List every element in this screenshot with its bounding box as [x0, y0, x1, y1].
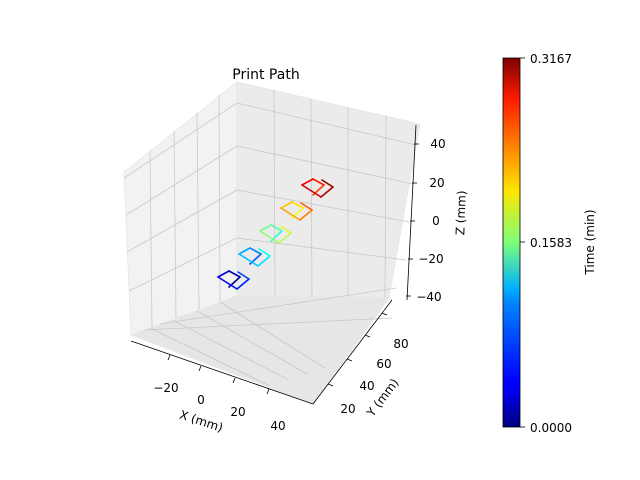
path-segment [301, 184, 322, 198]
path-segment [249, 247, 262, 255]
z-tick-label: 40 [430, 137, 445, 151]
tick-marks [167, 143, 419, 395]
path-segment [217, 276, 238, 290]
path-segment [299, 209, 313, 221]
floor-pane [129, 295, 390, 405]
path-segment [236, 278, 250, 290]
x-axis-line [130, 340, 314, 405]
z-tick-label: −20 [418, 252, 443, 266]
path-segment [301, 178, 314, 186]
y-tick-label: 60 [376, 357, 391, 371]
z-tick-label: −40 [416, 290, 441, 304]
x-tick-labels: −20 0 20 40 [153, 381, 285, 433]
path-segment [321, 179, 334, 188]
path-segment [259, 224, 272, 232]
grid-lines [123, 89, 417, 387]
y-tick-label: 20 [340, 402, 355, 416]
colorbar-label: Time (min) [583, 209, 597, 275]
z-tick-label: 20 [429, 176, 444, 190]
path-segment [259, 230, 280, 244]
path-segment [238, 253, 259, 267]
z-axis-line [406, 124, 417, 301]
print-path [217, 178, 334, 290]
colorbar: 0.3167 0.1583 0.0000 Time (min) [502, 52, 597, 435]
colorbar-tick-label: 0.1583 [530, 236, 572, 250]
x-tick-label: 0 [197, 393, 205, 407]
colorbar-tick-label: 0.3167 [530, 52, 572, 66]
chart-title: Print Path [232, 67, 299, 83]
path-segment [228, 270, 241, 278]
y-axis-line [312, 299, 393, 405]
x-tick-label: −20 [153, 381, 178, 395]
path-segment [280, 207, 301, 221]
path-segment [217, 270, 230, 278]
path-segment [257, 255, 271, 267]
path-segment [291, 201, 304, 209]
x-tick-label: 20 [230, 405, 245, 419]
path-segment [279, 225, 292, 234]
x-tick-label: 40 [270, 419, 285, 433]
colorbar-tick-label: 0.0000 [530, 421, 572, 435]
z-axis-title: Z (mm) [453, 190, 469, 235]
path-segment [278, 232, 292, 244]
path-segment [300, 202, 313, 211]
path-segment [237, 271, 250, 280]
path-segment [312, 178, 325, 186]
z-tick-labels: 40 20 0 −20 −40 [416, 137, 445, 304]
path-segment [238, 247, 251, 255]
x-axis-title: X (mm) [178, 408, 225, 435]
axes-3d [123, 81, 421, 405]
y-tick-label: 80 [393, 337, 408, 351]
z-tick-label: 0 [432, 214, 440, 228]
path-segment [280, 201, 293, 209]
path-segment [320, 186, 334, 198]
path-segment [270, 224, 283, 232]
colorbar-gradient [502, 57, 521, 428]
path-segment [258, 248, 271, 257]
y-tick-labels: 20 40 60 80 [340, 337, 408, 416]
y-tick-label: 40 [359, 379, 374, 393]
